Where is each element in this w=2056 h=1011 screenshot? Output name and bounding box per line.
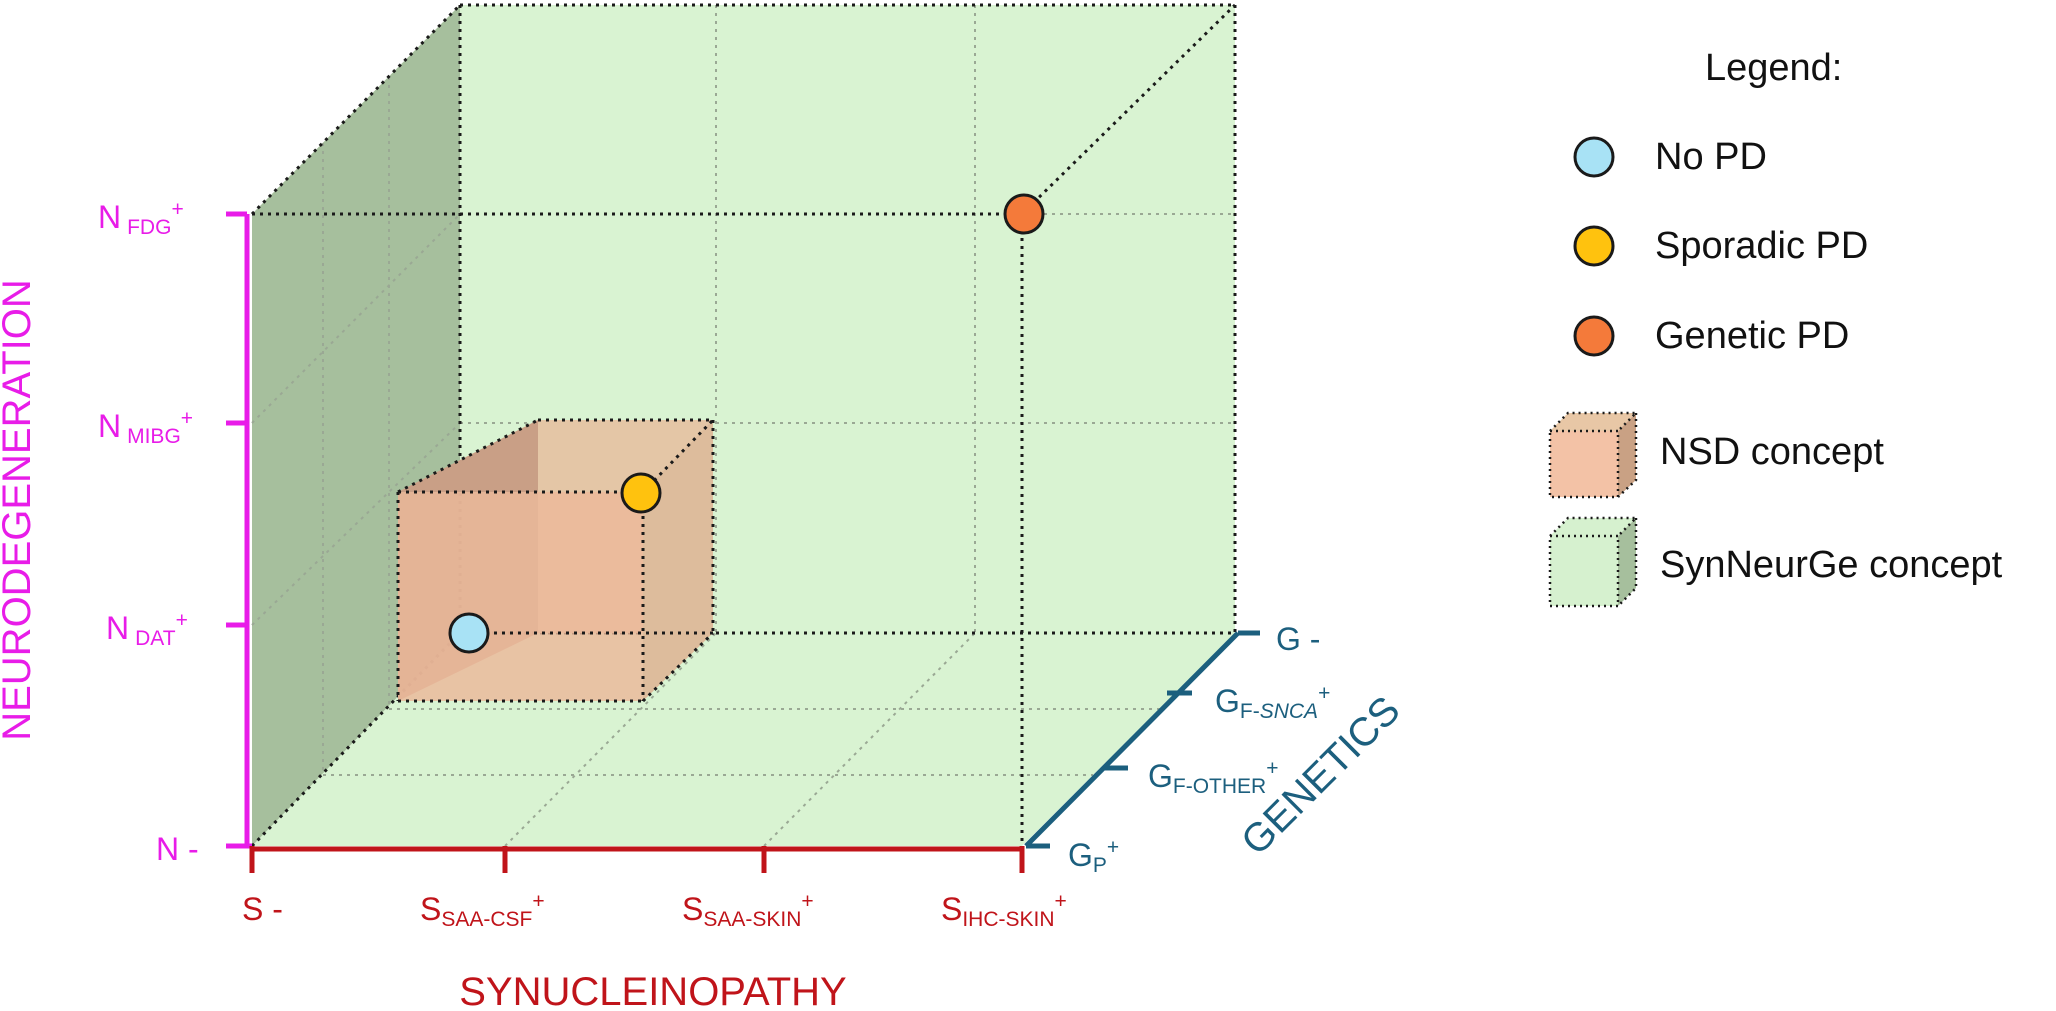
legend-genetic-pd-label: Genetic PD	[1655, 315, 1849, 357]
nsd-front-face	[398, 492, 643, 701]
nsd-edges	[396, 418, 715, 703]
sporadic-pd-point	[620, 472, 662, 514]
n-dat-label: N DAT+	[106, 609, 188, 650]
genetics-axis	[1024, 630, 1260, 849]
legend-title: Legend:	[1705, 47, 1842, 89]
neurodegeneration-tick-labels: N FDG+ N MIBG+ N DAT+ N -	[98, 198, 199, 867]
genetic-pd-point	[1003, 193, 1045, 235]
neurodegeneration-axis-title: NEURODEGENERATION	[0, 279, 39, 741]
legend-sporadic-pd-icon	[1573, 225, 1615, 267]
legend-no-pd-icon	[1573, 136, 1615, 178]
synucleinopathy-axis	[249, 846, 1025, 873]
genetics-tick-labels: G - GF-SNCA+ GF-OTHER+ GP+	[1068, 621, 1330, 877]
legend-no-pd-label: No PD	[1655, 136, 1767, 178]
n-minus-label: N -	[156, 831, 199, 867]
synucleinopathy-axis-title: SYNUCLEINOPATHY	[459, 970, 846, 1011]
legend: Legend: No PD Sporadic PD Genetic PD NSD…	[1548, 47, 2003, 608]
g-p-label: GP+	[1068, 836, 1119, 877]
legend-synneurge-concept-label: SynNeurGe concept	[1660, 544, 2003, 586]
g-f-snca-label: GF-SNCA+	[1215, 682, 1330, 723]
neurodegeneration-axis	[226, 211, 252, 849]
s-minus-label: S -	[242, 891, 283, 927]
legend-nsd-cube-icon	[1548, 411, 1640, 499]
g-minus-label: G -	[1276, 621, 1320, 657]
legend-genetic-pd-icon	[1573, 315, 1615, 357]
legend-nsd-concept-label: NSD concept	[1660, 431, 1884, 473]
s-saa-csf-label: SSAA-CSF+	[420, 890, 545, 931]
s-ihc-skin-label: SIHC-SKIN+	[941, 890, 1067, 931]
legend-sporadic-pd-label: Sporadic PD	[1655, 225, 1868, 267]
synneurge-cube	[250, 3, 1237, 848]
g-f-other-label: GF-OTHER+	[1148, 757, 1278, 798]
synucleinopathy-tick-labels: S - SSAA-CSF+ SSAA-SKIN+ SIHC-SKIN+	[242, 890, 1067, 931]
no-pd-point	[448, 612, 490, 654]
n-fdg-label: N FDG+	[98, 198, 184, 239]
legend-synneurge-cube-icon	[1548, 516, 1640, 608]
s-saa-skin-label: SSAA-SKIN+	[682, 890, 814, 931]
n-mibg-label: N MIBG+	[98, 407, 193, 448]
